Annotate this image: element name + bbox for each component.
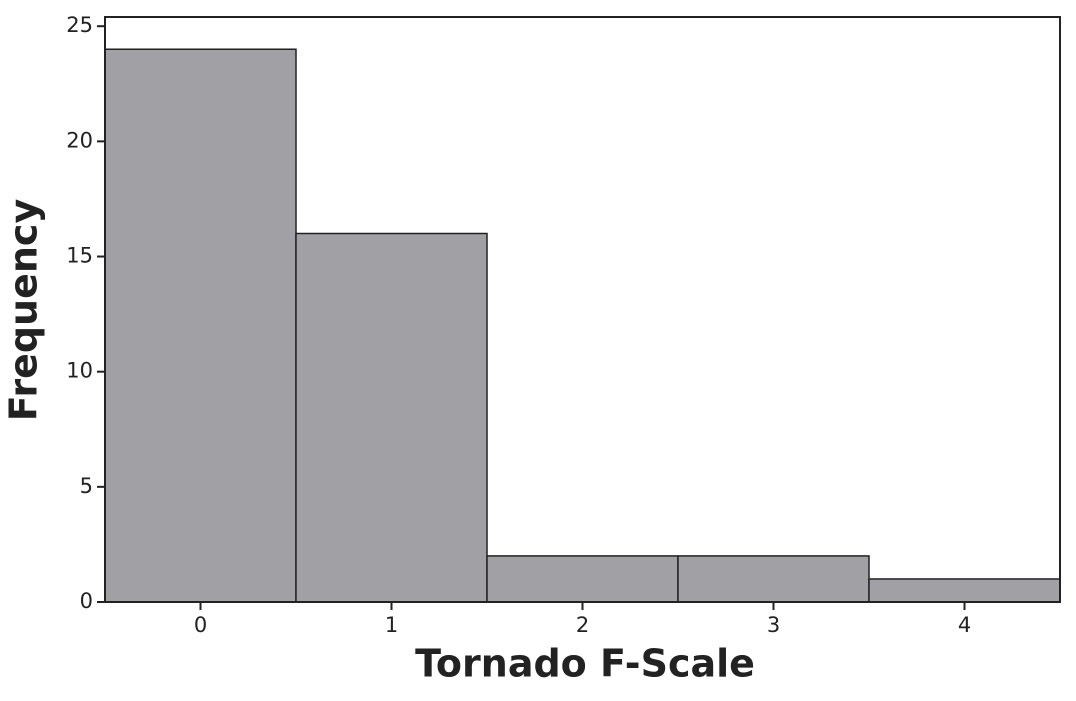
- y-tick-label: 20: [66, 128, 93, 152]
- y-tick-label: 10: [66, 359, 93, 383]
- bar: [677, 555, 870, 603]
- x-tick-label: 1: [385, 613, 398, 637]
- x-tick-label: 2: [576, 613, 589, 637]
- x-tick-label: 3: [767, 613, 780, 637]
- x-tick-label: 4: [958, 613, 971, 637]
- bar: [104, 48, 297, 603]
- bar: [868, 578, 1061, 603]
- y-tick-label: 5: [80, 474, 93, 498]
- y-tick-label: 25: [66, 13, 93, 37]
- y-tick-label: 0: [80, 589, 93, 613]
- bar: [486, 555, 679, 603]
- y-axis-label: Frequency: [2, 199, 46, 422]
- y-tick-label: 15: [66, 244, 93, 268]
- x-tick-label: 0: [194, 613, 207, 637]
- x-axis-label: Tornado F-Scale: [415, 642, 755, 686]
- bar: [295, 232, 488, 603]
